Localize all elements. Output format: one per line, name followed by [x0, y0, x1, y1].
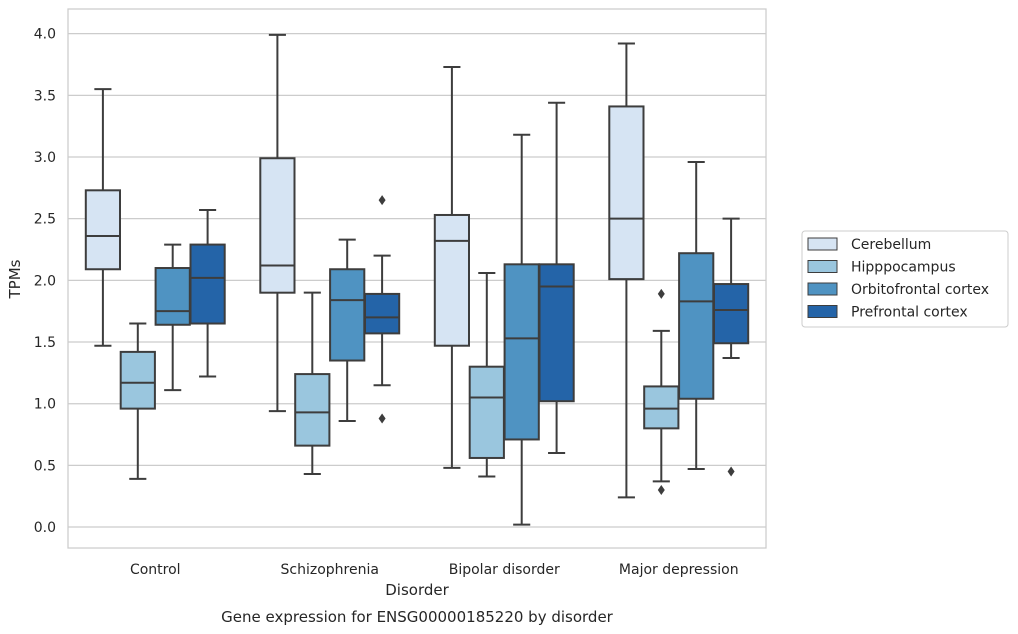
box-plot — [363, 195, 401, 424]
box-iqr — [538, 263, 575, 403]
y-tick-label: 2.0 — [34, 273, 56, 289]
outlier-point — [657, 485, 665, 496]
box-plot — [503, 133, 540, 526]
outlier-point — [657, 288, 665, 299]
box-iqr — [433, 213, 471, 347]
box-iqr — [189, 243, 226, 325]
x-tick-label: Schizophrenia — [281, 562, 379, 578]
x-tick-labels: Control Schizophrenia Bipolar disorder Majo… — [130, 562, 739, 578]
box-iqr — [363, 292, 401, 335]
box-plot — [643, 288, 680, 496]
legend-swatch — [807, 237, 838, 251]
outlier-point — [378, 413, 386, 424]
y-tick-label: 1.5 — [34, 335, 56, 351]
box-plot — [329, 238, 366, 422]
box-iqr — [503, 263, 540, 441]
box-plot — [468, 271, 505, 478]
outlier-point — [378, 195, 386, 206]
box-plot — [84, 88, 122, 347]
box-plot — [294, 291, 331, 475]
y-tick-label: 3.0 — [34, 150, 56, 166]
box-plot — [678, 160, 715, 471]
y-tick-label: 2.5 — [34, 212, 56, 228]
legend-label: Cerebellum — [851, 237, 931, 253]
y-tick-label: 3.5 — [34, 88, 56, 104]
box-plot — [712, 217, 750, 477]
box-plot — [259, 33, 296, 413]
box-iqr — [119, 350, 156, 410]
outlier-point — [727, 466, 735, 477]
box-plot — [538, 101, 575, 455]
box-iqr — [643, 385, 680, 430]
legend-swatch — [807, 282, 838, 296]
box-plots — [84, 33, 750, 526]
x-tick-label: Bipolar disorder — [449, 562, 560, 578]
box-plot — [119, 322, 156, 480]
y-axis-label: TPMs — [6, 259, 24, 299]
box-iqr — [154, 267, 191, 326]
x-axis-label: Disorder — [385, 581, 449, 599]
legend-frame — [801, 230, 1009, 328]
x-tick-label: Control — [130, 562, 181, 578]
y-tick-label: 1.0 — [34, 397, 56, 413]
box-iqr — [608, 105, 645, 281]
box-plot — [433, 65, 471, 469]
y-tick-label: 0.5 — [34, 458, 56, 474]
legend: Cerebellum Hipppocampus Orbitofrontal cort… — [801, 230, 1009, 328]
figure-caption: Gene expression for ENSG00000185220 by d… — [221, 608, 614, 626]
legend-swatch — [807, 260, 838, 273]
legend-label: Hipppocampus — [851, 260, 956, 276]
box-iqr — [712, 283, 750, 345]
legend-label: Prefrontal cortex — [851, 305, 968, 321]
legend-swatch — [807, 305, 838, 318]
y-tick-labels: 0.0 0.5 1.0 1.5 2.0 2.5 3.0 3.5 4.0 — [34, 27, 56, 536]
box-plot — [154, 243, 191, 392]
box-iqr — [468, 365, 505, 459]
box-iqr — [678, 252, 715, 400]
y-tick-label: 4.0 — [34, 27, 56, 43]
box-iqr — [329, 268, 366, 362]
x-tick-label: Major depression — [619, 562, 739, 578]
box-iqr — [294, 373, 331, 447]
box-plot — [608, 42, 645, 499]
plot-frame — [67, 8, 767, 549]
legend-label: Orbitofrontal cortex — [851, 282, 989, 298]
box-iqr — [84, 189, 122, 271]
box-plot — [189, 209, 226, 378]
box-iqr — [259, 157, 296, 294]
y-tick-label: 0.0 — [34, 520, 56, 536]
